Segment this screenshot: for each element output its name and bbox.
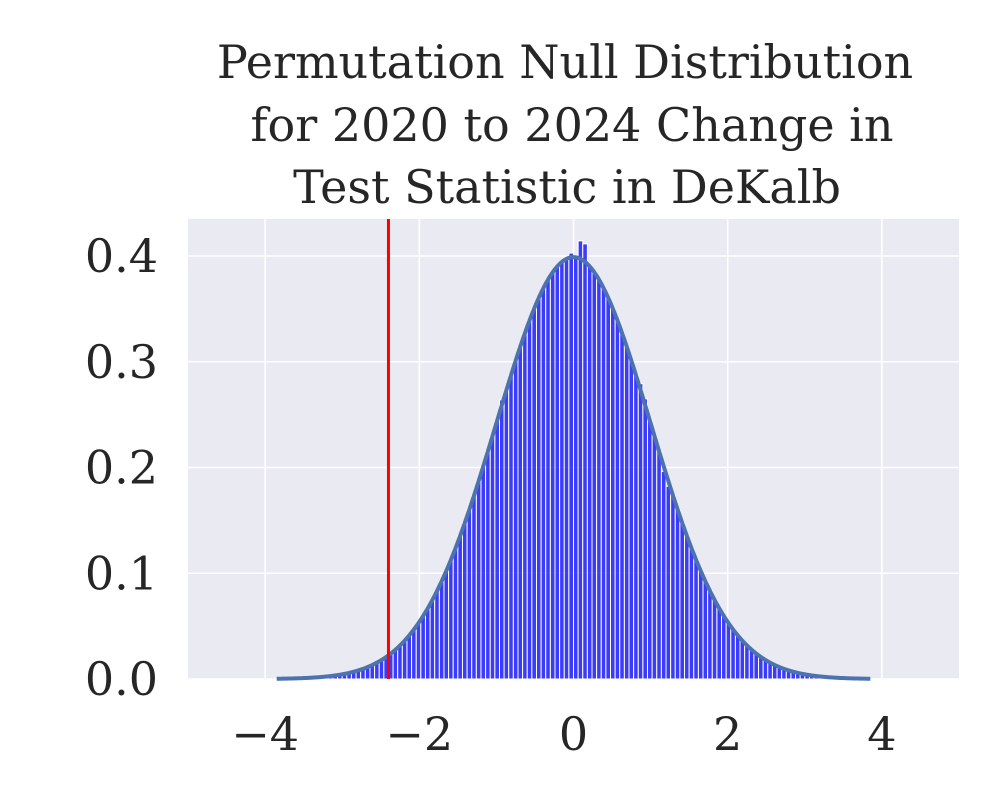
histogram-bar	[485, 450, 491, 680]
histogram-bar	[753, 653, 760, 680]
histogram-bar	[679, 522, 686, 680]
histogram-bar	[568, 252, 575, 680]
histogram-bar	[716, 607, 723, 680]
histogram-bar	[744, 644, 750, 680]
histogram-bar	[628, 360, 635, 680]
histogram-bar	[725, 622, 732, 680]
histogram-bar	[647, 420, 653, 680]
histogram-bar	[392, 649, 399, 680]
density-curve	[276, 255, 871, 681]
histogram-bar	[707, 590, 713, 680]
histogram-bar	[619, 332, 625, 680]
histogram-bar	[526, 319, 533, 680]
histogram-bar	[438, 580, 445, 680]
histogram-bar	[739, 640, 746, 680]
x-tick-label: 4	[867, 707, 896, 761]
histogram-bar	[429, 599, 436, 680]
histogram-bar	[748, 649, 755, 680]
histogram-bar	[494, 420, 500, 680]
histogram-bar	[586, 265, 593, 680]
y-tick-label: 0.4	[85, 229, 158, 283]
histogram-bar	[411, 628, 417, 680]
histogram-bar	[651, 435, 658, 680]
histogram-bar	[721, 615, 727, 680]
histogram-bar	[656, 450, 662, 680]
histogram-bar	[397, 644, 403, 680]
histogram-bar	[600, 287, 607, 680]
histogram-bar	[540, 287, 547, 680]
histogram-bar	[693, 559, 699, 680]
title-line-1: Permutation Null Distribution	[217, 35, 913, 89]
histogram-bar	[559, 261, 565, 680]
histogram-bar	[591, 271, 598, 680]
histogram-bar	[480, 465, 487, 680]
histogram-bar	[688, 547, 695, 680]
histogram-bar	[684, 535, 690, 680]
histogram-bar	[401, 640, 408, 680]
histogram-bar	[489, 435, 496, 680]
histogram-bar	[554, 265, 561, 680]
title-line-2: for 2020 to 2024 Change in	[250, 98, 893, 152]
x-tick-label: 2	[713, 707, 742, 761]
title-line-3: Test Statistic in DeKalb	[293, 160, 841, 214]
histogram-bar	[475, 480, 482, 680]
histogram-bar	[545, 278, 551, 680]
histogram-bar	[415, 622, 422, 680]
histogram-bar	[406, 634, 413, 680]
histogram-bar	[674, 508, 681, 680]
histogram-bar	[503, 389, 510, 680]
histogram-bar	[461, 522, 468, 680]
histogram-bar	[443, 570, 450, 680]
histogram-bar	[605, 297, 612, 680]
histogram-bar	[448, 559, 454, 680]
y-tick-label: 0.0	[85, 652, 158, 706]
histogram-bar	[711, 599, 718, 680]
histogram-bar	[457, 535, 463, 680]
histogram-bar	[420, 615, 426, 680]
histogram-bar	[610, 308, 616, 680]
histogram-bar	[434, 590, 440, 680]
y-tick-label: 0.1	[85, 546, 158, 600]
histogram-bar	[623, 345, 630, 680]
y-axis-ticks: 0.0 0.1 0.2 0.3 0.4	[85, 229, 158, 706]
y-tick-label: 0.3	[85, 335, 158, 389]
histogram-bar	[730, 628, 736, 680]
histogram-bar	[660, 471, 667, 680]
histogram-bar	[734, 634, 741, 680]
histogram-bar	[577, 240, 584, 680]
histogram-bar	[498, 399, 505, 680]
histogram-bar	[697, 570, 704, 680]
histogram-bar	[642, 398, 649, 680]
histogram-bar	[517, 345, 524, 680]
histogram-bar	[522, 332, 528, 680]
y-tick-label: 0.2	[85, 441, 158, 495]
histogram-bar	[582, 243, 588, 680]
histogram-bar	[452, 547, 459, 680]
histogram-bar	[424, 607, 431, 680]
histogram-bar	[596, 278, 602, 680]
histogram-bar	[670, 494, 676, 680]
histogram-bar	[466, 508, 473, 680]
histogram-bar	[531, 308, 537, 680]
x-axis-ticks: −4 −2 0 2 4	[231, 707, 896, 761]
chart-title: Permutation Null Distribution for 2020 t…	[217, 35, 913, 214]
histogram-bar	[573, 256, 579, 680]
histogram-bar	[549, 271, 556, 680]
histogram-bar	[563, 258, 570, 680]
histogram-bar	[535, 297, 542, 680]
x-tick-label: −4	[231, 707, 299, 761]
histogram-bar	[702, 580, 709, 680]
x-tick-label: −2	[385, 707, 453, 761]
histogram-bar	[614, 319, 621, 680]
histogram-bars	[286, 240, 861, 680]
histogram-bar	[633, 374, 639, 680]
histogram-bar	[665, 485, 672, 680]
x-tick-label: 0	[559, 707, 588, 761]
histogram-bar	[508, 374, 514, 680]
histogram-bar	[471, 494, 477, 680]
histogram-bar	[637, 383, 644, 680]
histogram-bar	[512, 360, 519, 680]
